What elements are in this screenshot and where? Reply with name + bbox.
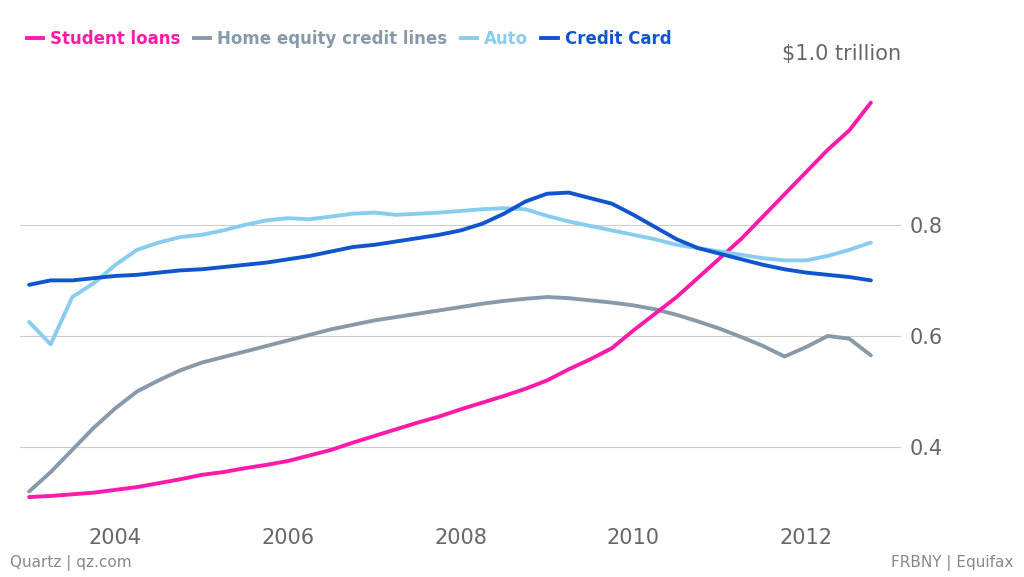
Text: Quartz | qz.com: Quartz | qz.com (10, 555, 132, 571)
Legend: Student loans, Home equity credit lines, Auto, Credit Card: Student loans, Home equity credit lines,… (20, 24, 678, 55)
Text: FRBNY | Equifax: FRBNY | Equifax (891, 555, 1014, 571)
Text: $1.0 trillion: $1.0 trillion (782, 44, 901, 63)
